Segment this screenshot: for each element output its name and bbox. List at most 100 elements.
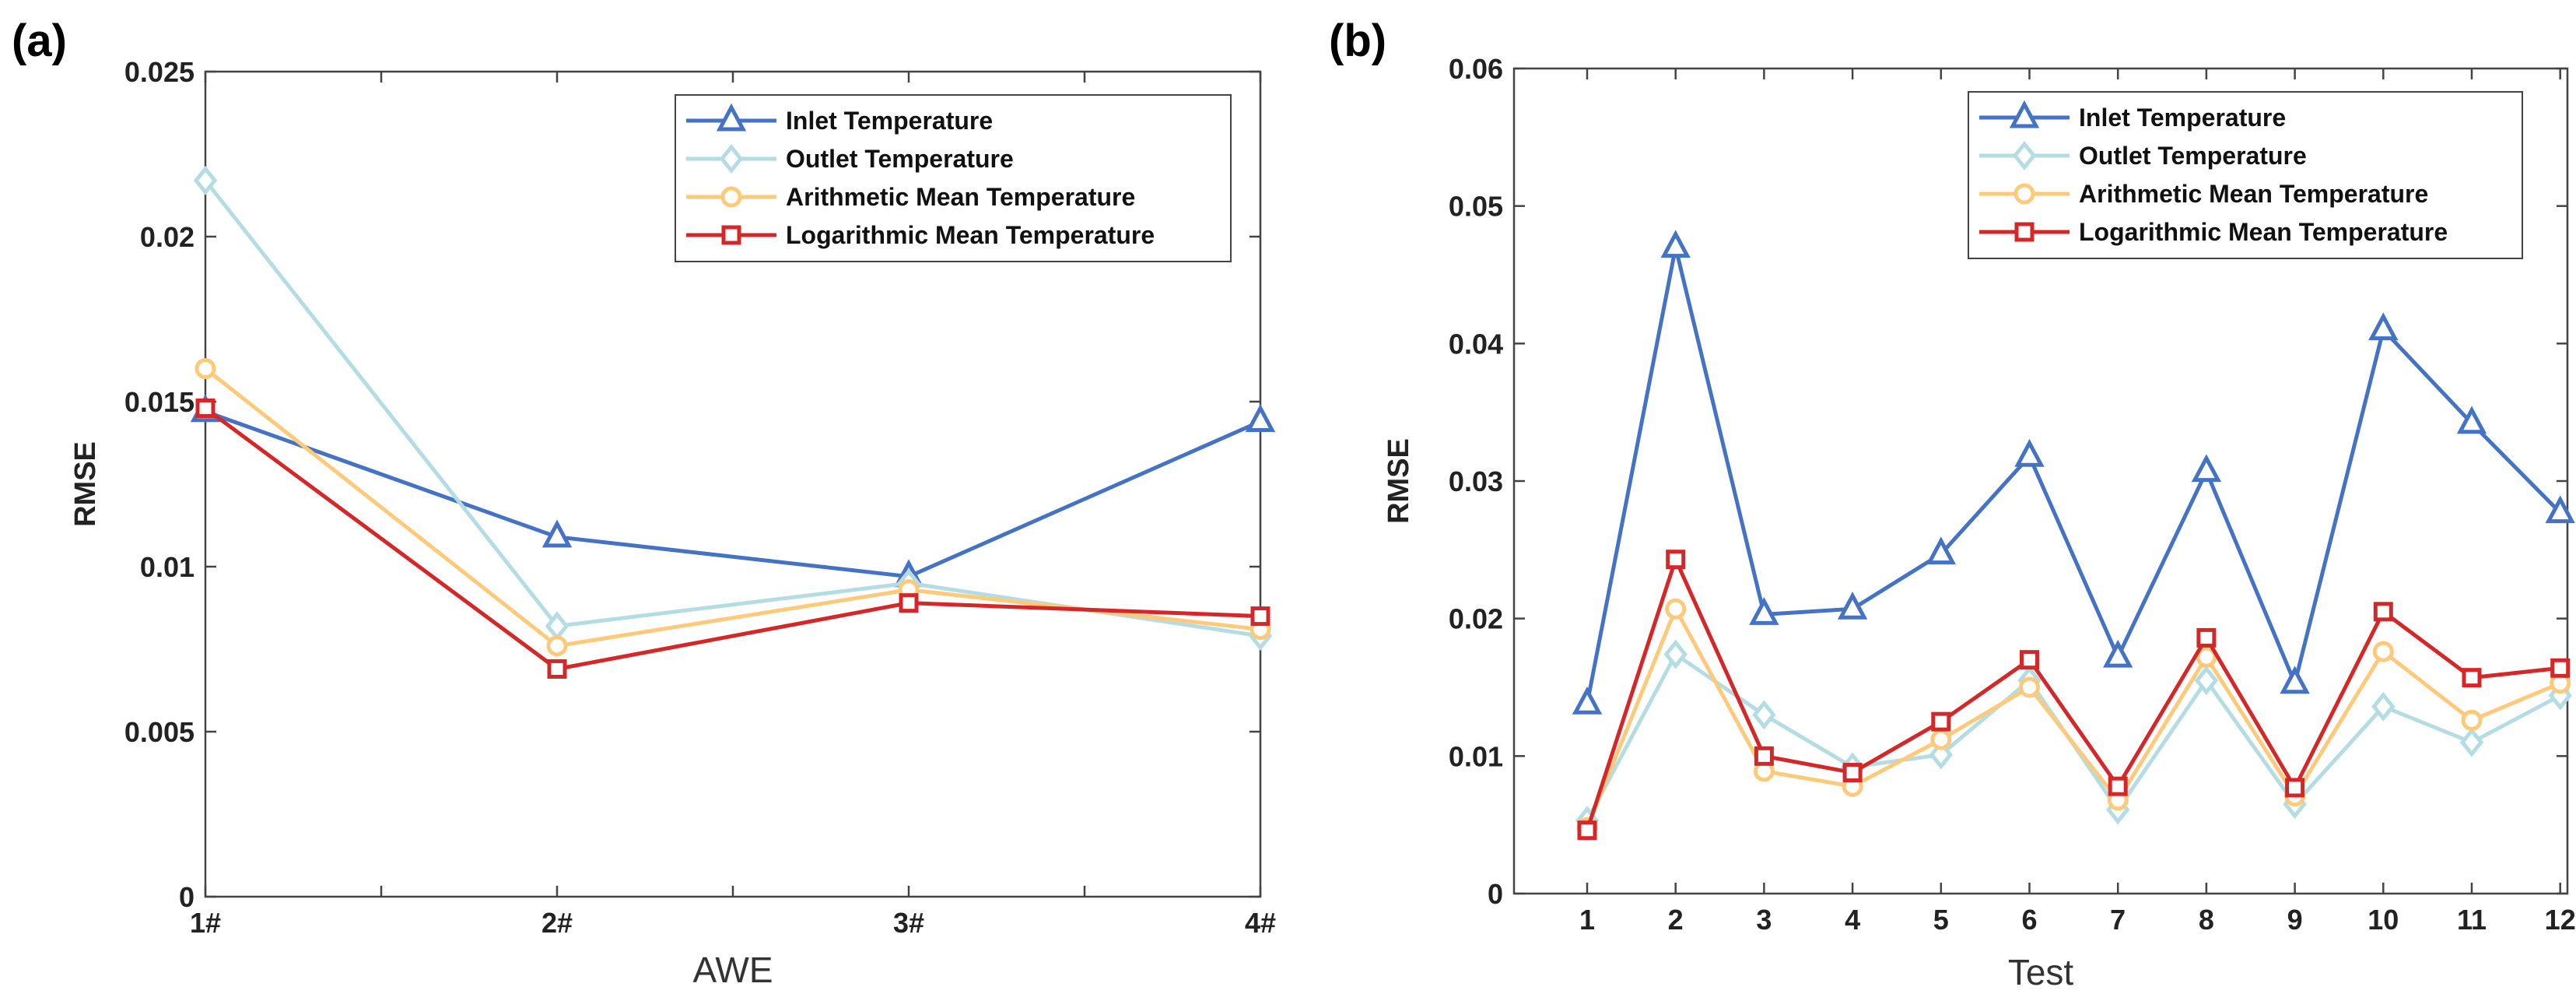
x-tick-label: 8 (2199, 904, 2214, 936)
x-tick-label: 3# (893, 907, 924, 939)
y-tick-label: 0.01 (1449, 740, 1503, 772)
series-inlet-temperature (1572, 230, 2575, 715)
x-tick-label: 11 (2457, 904, 2487, 936)
x-tick-label: 3 (1756, 904, 1772, 936)
series-inlet-temperature (190, 394, 1276, 588)
legend-label: Inlet Temperature (786, 107, 993, 135)
panel-label: (b) (1329, 16, 1386, 66)
legend-marker (716, 103, 747, 132)
data-point (2371, 691, 2396, 722)
data-point (2368, 312, 2399, 341)
data-point (195, 358, 216, 380)
y-tick-label: 0.04 (1449, 328, 1503, 360)
data-point (2191, 454, 2222, 483)
y-tick-label: 0.02 (1449, 603, 1503, 635)
data-point (2280, 666, 2310, 694)
x-tick-label: 4 (1845, 904, 1860, 936)
series-line (1585, 247, 2562, 704)
data-point (1665, 598, 1687, 620)
legend-entry: Inlet Temperature (1979, 100, 2286, 132)
data-point (899, 593, 919, 613)
legend-marker (2012, 140, 2037, 171)
series-line (205, 409, 1262, 579)
series-arithmetic-mean-temperature (1576, 598, 2571, 838)
legend-entry: Outlet Temperature (686, 143, 1014, 174)
x-tick-label: 5 (1933, 904, 1949, 936)
legend-label: Arithmetic Mean Temperature (2079, 180, 2428, 208)
series-logarithmic-mean-temperature (195, 398, 1270, 679)
data-point (1930, 729, 1952, 750)
series-line (204, 406, 1261, 672)
y-tick-label: 0.03 (1449, 465, 1503, 497)
y-axis-label: RMSE (1383, 438, 1415, 524)
legend-marker (2014, 222, 2035, 242)
x-axis-label: AWE (692, 950, 773, 990)
legend-entry: Arithmetic Mean Temperature (686, 183, 1135, 211)
data-point (1749, 597, 1779, 625)
data-point (2194, 666, 2219, 696)
legend-marker (721, 225, 741, 245)
data-point (546, 635, 568, 657)
chart-panel-a: (a) 0 0.005 0.01 0.015 0.02 0.025 1# 2# 3# 4# RMSE A… (12, 16, 1276, 990)
data-point (2196, 627, 2217, 648)
legend-label: Outlet Temperature (2079, 142, 2307, 170)
data-point (541, 519, 573, 548)
data-point (2462, 668, 2482, 688)
data-point (1245, 404, 1276, 432)
y-tick-label: 0.05 (1449, 191, 1503, 223)
legend-label: Logarithmic Mean Temperature (786, 221, 1155, 249)
x-tick-label: 6 (2021, 904, 2037, 936)
legend-label: Outlet Temperature (786, 145, 1014, 173)
data-point (2020, 650, 2039, 670)
data-point (2019, 676, 2040, 698)
panel-label: (a) (12, 16, 67, 66)
legend-label: Logarithmic Mean Temperature (2079, 218, 2448, 246)
series-line (1585, 604, 2561, 829)
data-point (2108, 776, 2128, 796)
legend-marker (720, 186, 742, 208)
x-tick-label: 2 (1668, 904, 1684, 936)
data-point (1931, 711, 1951, 732)
data-point (195, 398, 216, 418)
y-tick-label: 0.06 (1449, 53, 1503, 85)
legend: Inlet Temperature Outlet Temperature Arith… (675, 94, 1232, 262)
y-tick-label: 0.01 (140, 551, 195, 583)
data-point (2545, 495, 2575, 524)
y-tick-label: 0 (1488, 878, 1503, 910)
legend: Inlet Temperature Outlet Temperature Arith… (1968, 91, 2523, 259)
x-tick-label: 10 (2367, 904, 2399, 936)
data-point (2285, 778, 2305, 798)
y-tick-label: 0.025 (124, 56, 195, 88)
data-point (1577, 820, 1597, 841)
data-point (1754, 746, 1774, 766)
legend-marker (2013, 183, 2035, 205)
legend-entry: Inlet Temperature (686, 103, 993, 135)
y-tick-label: 0.005 (124, 716, 195, 748)
x-tick-label: 12 (2545, 904, 2576, 936)
legend-entry: Logarithmic Mean Temperature (1979, 218, 2448, 246)
data-point (1752, 700, 1776, 730)
legend-entry: Logarithmic Mean Temperature (686, 221, 1155, 249)
y-tick-label: 0.015 (124, 386, 195, 418)
data-point (2196, 646, 2217, 668)
y-tick-label: 0 (179, 881, 195, 913)
data-point (547, 659, 567, 679)
data-point (193, 165, 218, 195)
series-logarithmic-mean-temperature (1577, 550, 2571, 841)
data-point (2459, 727, 2484, 757)
x-tick-label: 4# (1245, 907, 1276, 939)
legend-marker (719, 143, 744, 174)
data-point (2461, 709, 2483, 731)
data-point (1250, 606, 1270, 627)
data-point (1663, 639, 1688, 669)
x-tick-label: 9 (2287, 904, 2303, 936)
data-point (2372, 641, 2394, 662)
legend-marker (2009, 100, 2040, 128)
data-point (2103, 639, 2133, 668)
x-tick-label: 1# (190, 907, 221, 939)
legend-label: Arithmetic Mean Temperature (786, 183, 1135, 211)
data-point (2373, 602, 2393, 622)
data-point (1572, 686, 1603, 715)
legend-entry: Arithmetic Mean Temperature (1979, 180, 2428, 208)
data-point (1660, 230, 1691, 258)
